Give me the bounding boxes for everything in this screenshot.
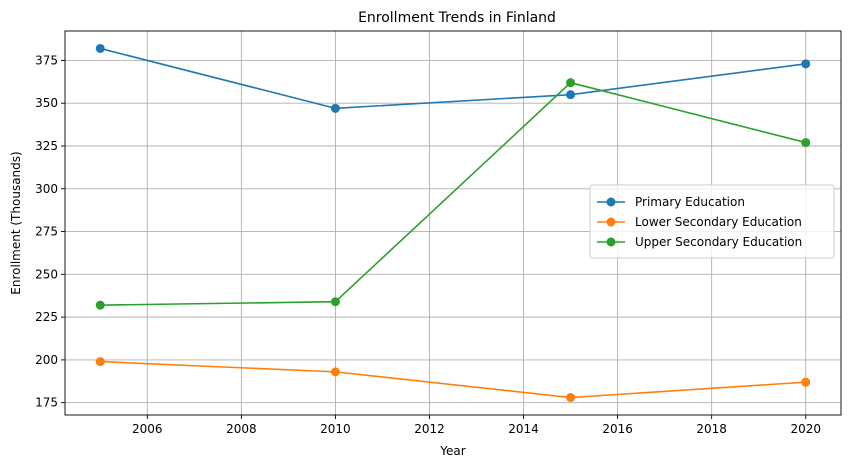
series-upper-secondary-education <box>95 78 811 310</box>
series-primary-education <box>95 43 811 113</box>
x-axis-label: Year <box>439 444 465 458</box>
data-point <box>95 357 105 367</box>
legend-swatch-marker <box>606 217 616 227</box>
x-tick-label: 2012 <box>414 422 445 436</box>
axis-ticks: 2006 2008 2010 2012 2014 2016 2018 2020 175 200 22… <box>35 53 821 436</box>
data-point <box>801 377 811 387</box>
data-point <box>330 103 340 113</box>
data-point <box>801 138 811 148</box>
legend-label: Lower Secondary Education <box>635 215 802 229</box>
x-tick-label: 2006 <box>132 422 163 436</box>
data-point <box>566 90 576 100</box>
data-point <box>95 43 105 53</box>
series-line <box>100 47 806 110</box>
data-point <box>330 297 340 307</box>
legend-swatch-marker <box>606 197 616 207</box>
y-tick-label: 225 <box>35 310 58 324</box>
data-point <box>566 78 576 88</box>
y-tick-label: 325 <box>35 139 58 153</box>
x-tick-label: 2010 <box>320 422 351 436</box>
x-tick-label: 2016 <box>602 422 633 436</box>
legend-label: Primary Education <box>635 195 745 209</box>
y-tick-label: 250 <box>35 267 58 281</box>
y-axis-label: Enrollment (Thousands) <box>9 151 23 294</box>
y-tick-label: 350 <box>35 96 58 110</box>
series-line <box>100 360 806 399</box>
legend-swatch-marker <box>606 237 616 247</box>
legend-label: Upper Secondary Education <box>635 235 802 249</box>
x-tick-label: 2018 <box>696 422 727 436</box>
chart-title: Enrollment Trends in Finland <box>358 10 556 26</box>
y-tick-label: 275 <box>35 225 58 239</box>
x-tick-label: 2020 <box>790 422 821 436</box>
legend-item: Primary Education <box>597 195 745 209</box>
series-layer <box>95 43 811 403</box>
y-tick-label: 375 <box>35 53 58 67</box>
legend: Primary Education Lower Secondary Educati… <box>589 184 835 259</box>
series-line <box>100 81 806 306</box>
data-point <box>801 59 811 69</box>
legend-item: Upper Secondary Education <box>597 235 802 249</box>
x-tick-label: 2008 <box>226 422 257 436</box>
plot-frame <box>64 30 842 416</box>
y-tick-label: 200 <box>35 353 58 367</box>
legend-box <box>589 184 835 259</box>
x-tick-label: 2014 <box>508 422 539 436</box>
series-lower-secondary-education <box>95 357 811 403</box>
data-point <box>95 300 105 310</box>
y-tick-label: 300 <box>35 182 58 196</box>
data-point <box>566 393 576 403</box>
legend-item: Lower Secondary Education <box>597 215 802 229</box>
y-tick-label: 175 <box>35 396 58 410</box>
data-point <box>330 367 340 377</box>
